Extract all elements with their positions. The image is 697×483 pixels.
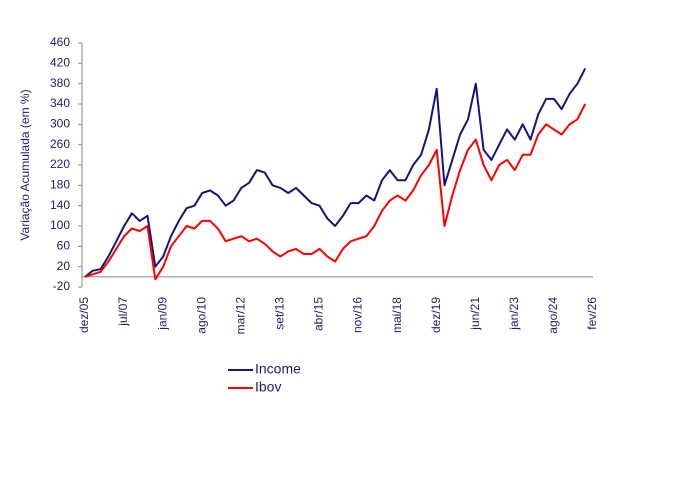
x-tick-label: set/13 xyxy=(273,297,287,330)
y-tick-label: 460 xyxy=(50,35,70,49)
y-tick-label: 180 xyxy=(50,178,70,192)
x-tick-label: ago/24 xyxy=(546,297,560,334)
y-tick-label: 260 xyxy=(50,137,70,151)
x-tick-label: dez/05 xyxy=(77,297,91,333)
x-tick-label: ago/10 xyxy=(194,297,208,334)
y-tick-label: 100 xyxy=(50,218,70,232)
y-tick-label: 300 xyxy=(50,117,70,131)
x-tick-label: jan/23 xyxy=(507,297,521,331)
y-tick-label: 340 xyxy=(50,96,70,110)
x-tick-label: jun/21 xyxy=(468,297,482,331)
line-series xyxy=(84,67,587,278)
y-tick-label: 380 xyxy=(50,76,70,90)
x-tick-label: jan/09 xyxy=(155,297,169,331)
x-tick-label: jul/07 xyxy=(116,297,130,327)
y-tick-label: 420 xyxy=(50,56,70,70)
y-tick-label: 220 xyxy=(50,157,70,171)
x-tick-label: nov/16 xyxy=(351,297,365,333)
legend-label: Income xyxy=(255,361,301,377)
x-tick-label: fev/26 xyxy=(585,297,599,330)
x-tick-label: dez/19 xyxy=(429,297,443,333)
y-tick-label: -20 xyxy=(53,279,71,293)
y-axis-title: Variação Acumulada (em %) xyxy=(18,89,32,240)
legend-label: Ibov xyxy=(255,379,281,395)
line-series xyxy=(84,103,587,281)
x-tick-label: mai/18 xyxy=(390,297,404,333)
x-tick-label: abr/15 xyxy=(312,297,326,331)
y-tick-label: 60 xyxy=(57,239,71,253)
y-tick-label: 20 xyxy=(57,259,71,273)
x-tick-label: mar/12 xyxy=(233,297,247,335)
y-tick-label: 140 xyxy=(50,198,70,212)
